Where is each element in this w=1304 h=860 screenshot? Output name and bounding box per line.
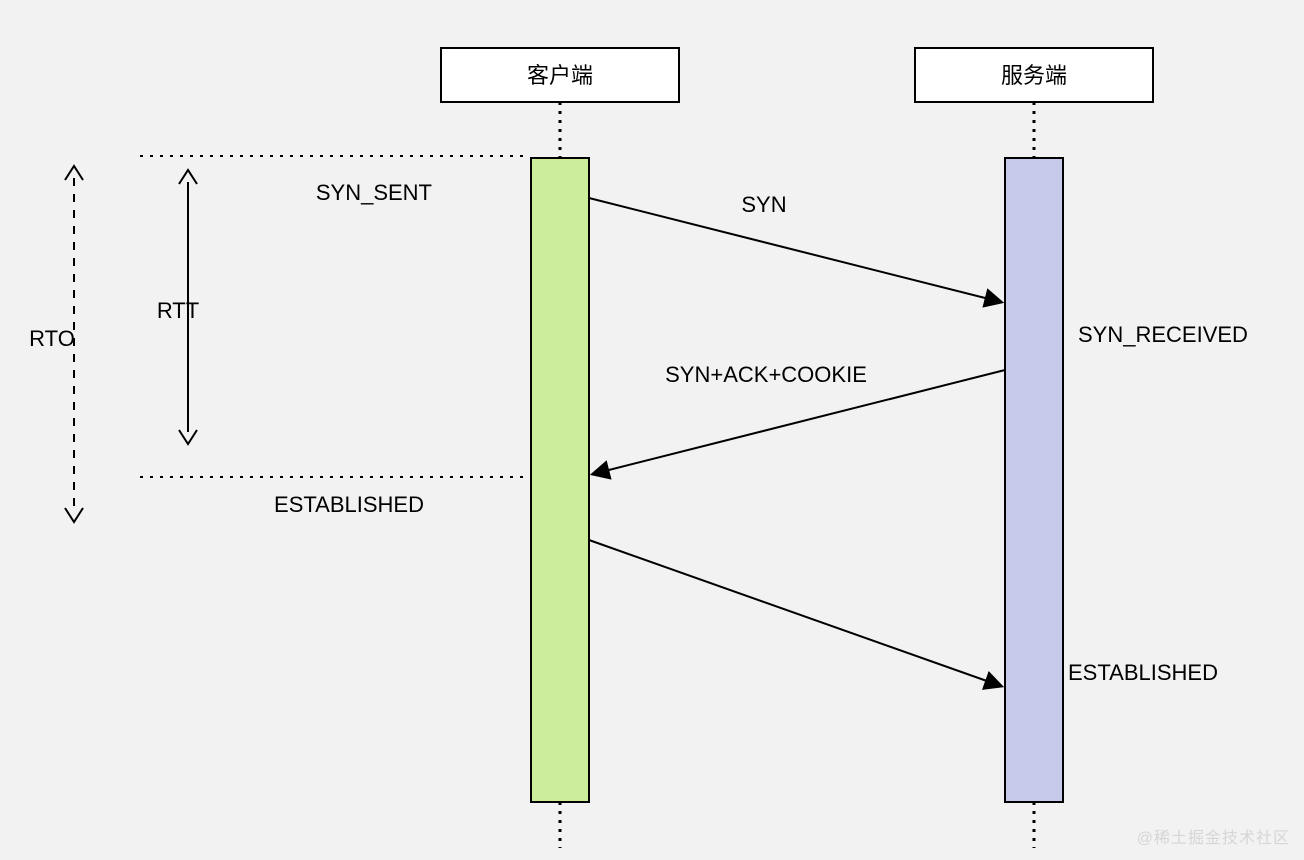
sequence-diagram-svg: 客户端 服务端 SYN SYN+ACK+COOKIE SYN_SENT SYN_RECEI… [0,0,1304,860]
state-established-s: ESTABLISHED [1068,660,1218,685]
rto-arrow-up [65,166,83,180]
client-activation-bar [531,158,589,802]
rtt-label: RTT [157,298,199,323]
rtt-arrow-up [179,170,197,184]
client-header-label: 客户端 [527,63,593,88]
rto-arrow-down [65,508,83,522]
diagram-canvas: 客户端 服务端 SYN SYN+ACK+COOKIE SYN_SENT SYN_RECEI… [0,0,1304,860]
rto-label: RTO [29,326,75,351]
server-activation-bar [1005,158,1063,802]
rtt-arrow-down [179,430,197,444]
watermark-text: @稀土掘金技术社区 [1137,824,1290,848]
syn-label: SYN [741,192,786,217]
server-header-label: 服务端 [1001,63,1067,88]
ack-arrow [589,540,1001,686]
state-established-c: ESTABLISHED [274,492,424,517]
state-syn-received: SYN_RECEIVED [1078,322,1248,347]
state-syn-sent: SYN_SENT [316,180,432,205]
synack-label: SYN+ACK+COOKIE [665,362,867,387]
syn-arrow [589,198,1001,302]
